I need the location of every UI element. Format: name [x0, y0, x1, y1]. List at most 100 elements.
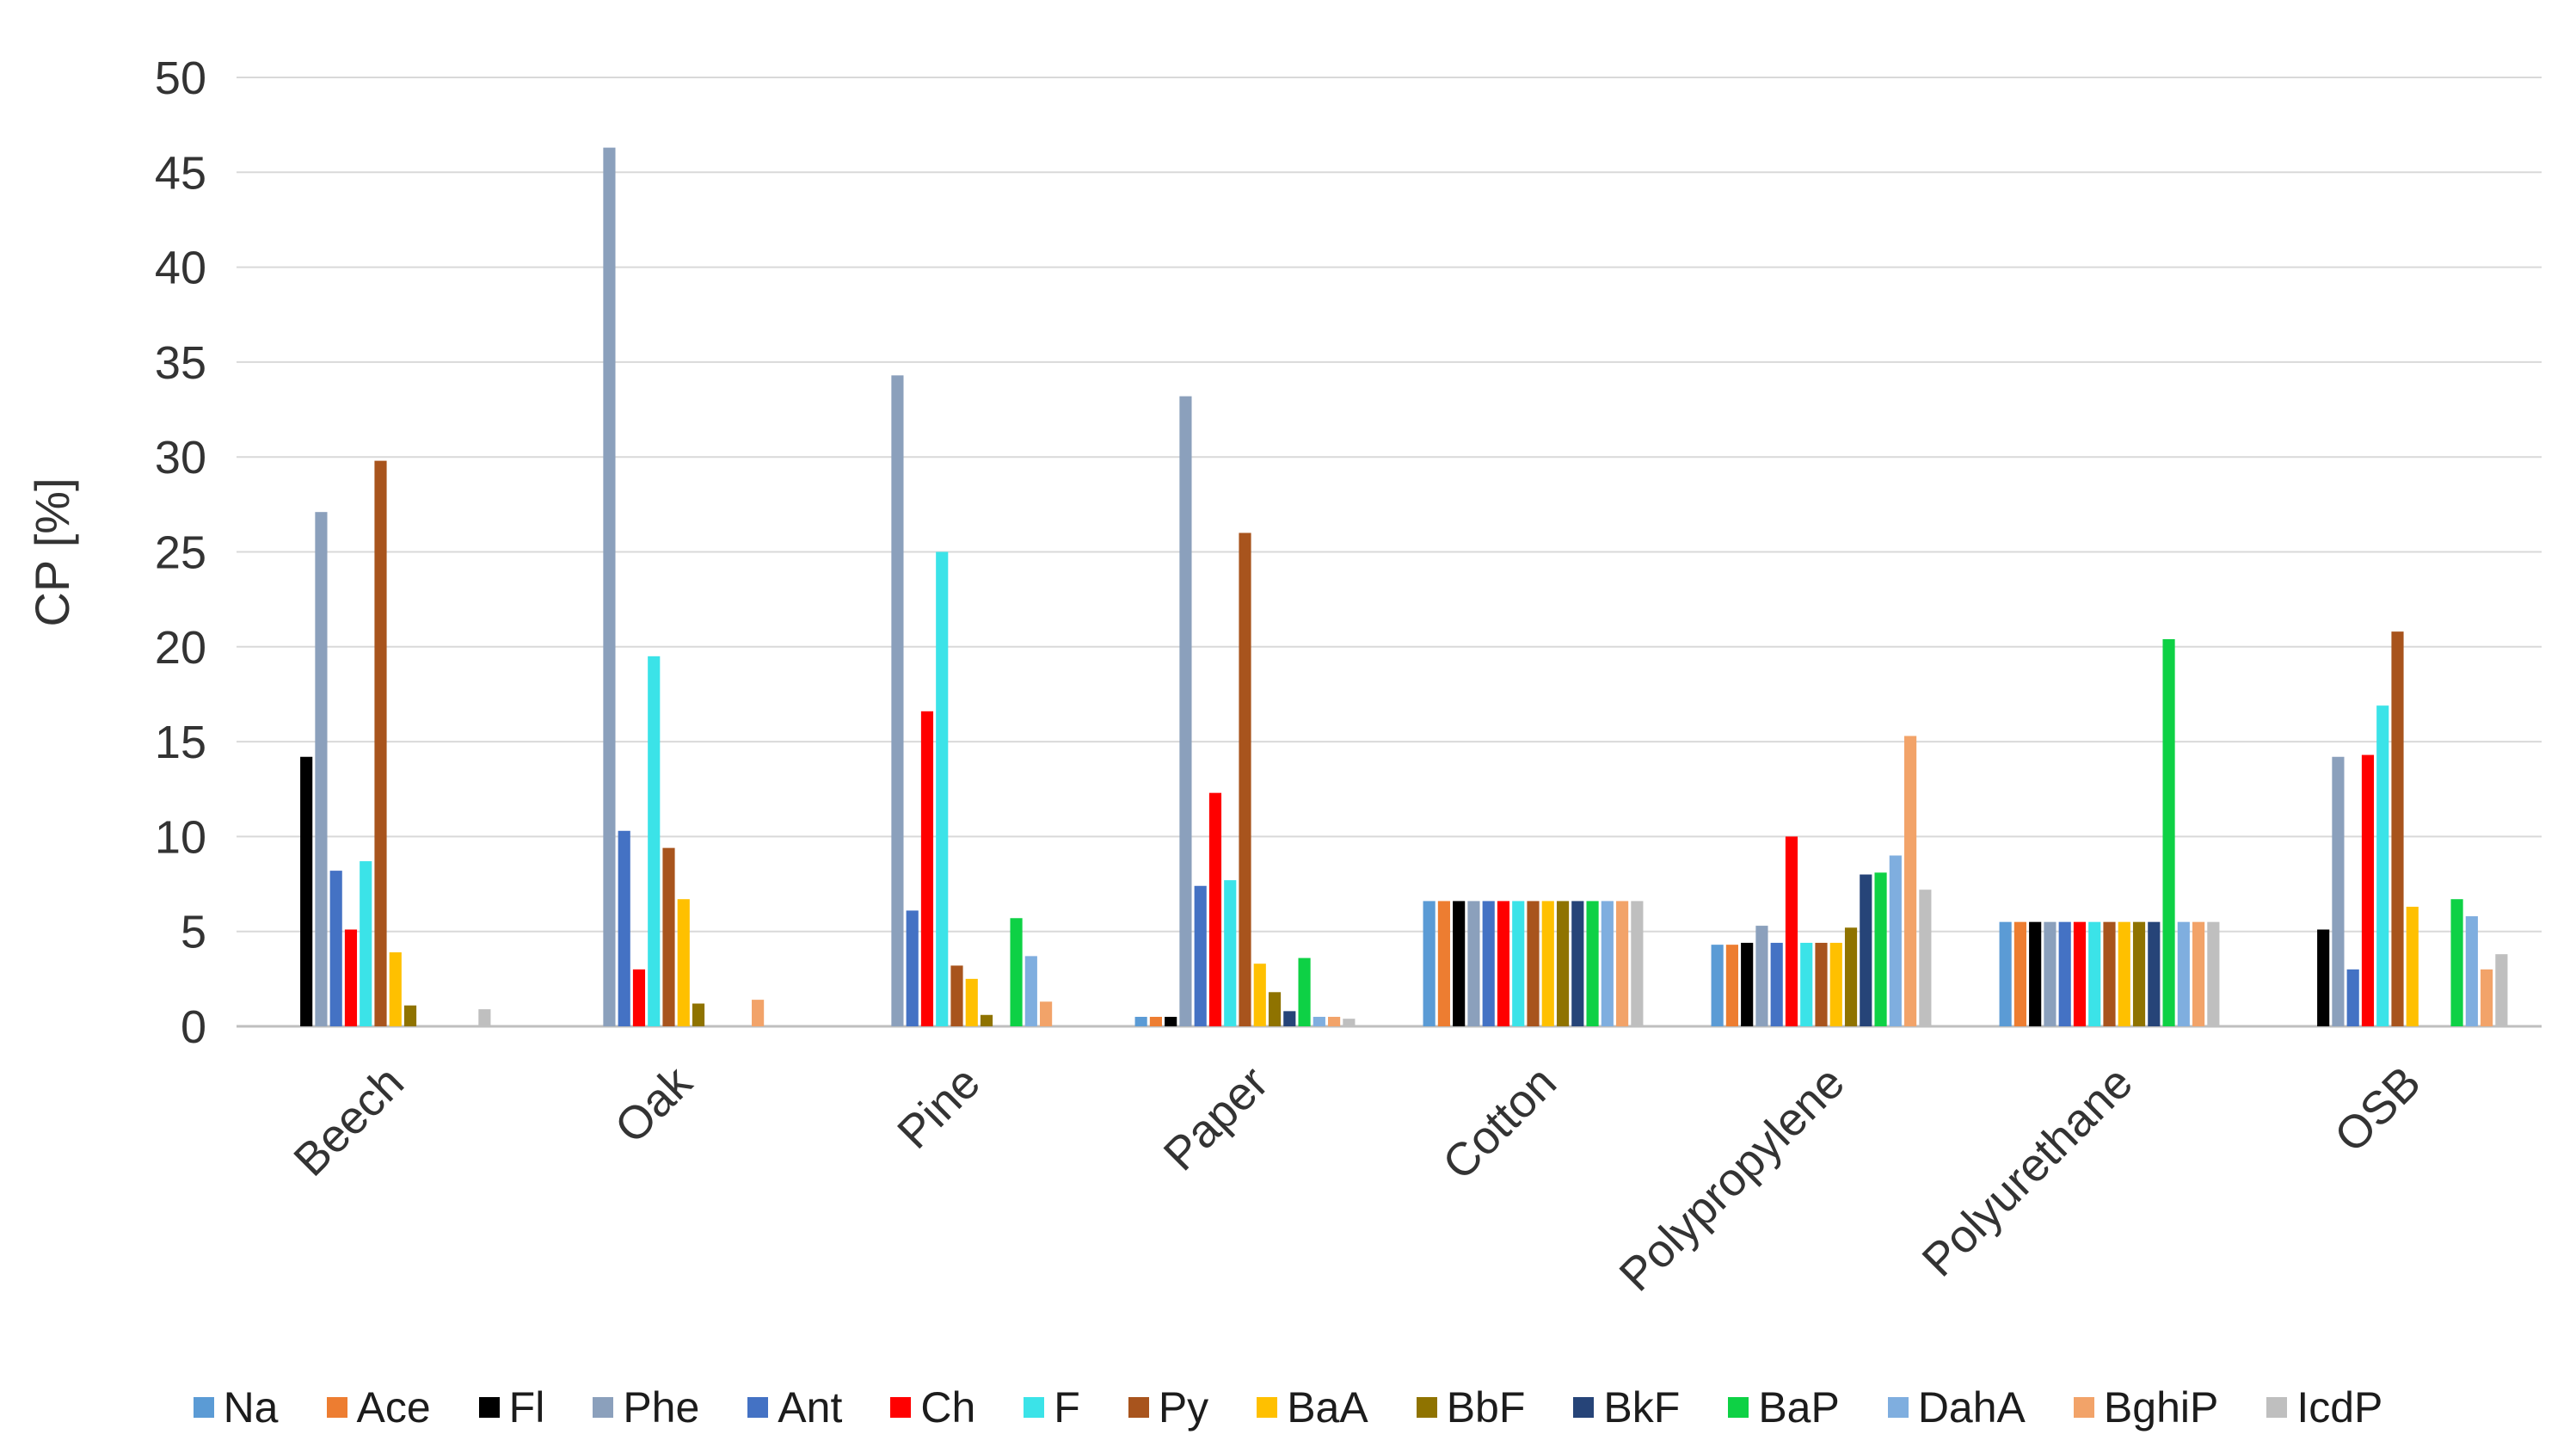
- bar-BkF-Polypropylene: [1860, 874, 1872, 1026]
- bar-Ace-Polypropylene: [1725, 945, 1738, 1026]
- legend-label: Ch: [920, 1383, 976, 1432]
- bar-Py-Polypropylene: [1815, 942, 1828, 1026]
- x-category-label-beech: Beech: [284, 1056, 414, 1186]
- bar-Phe-Cotton: [1467, 901, 1480, 1026]
- bar-Ant-Beech: [329, 871, 342, 1026]
- legend-label: DahA: [1917, 1383, 2026, 1432]
- legend-item-IcdP: IcdP: [2266, 1386, 2382, 1429]
- legend-swatch-Ant: [747, 1397, 769, 1418]
- bar-BaA-Beech: [389, 951, 402, 1026]
- legend-label: IcdP: [2296, 1383, 2383, 1432]
- bar-IcdP-Beech: [478, 1009, 491, 1026]
- bar-BbF-Paper: [1268, 992, 1282, 1026]
- bars-layer: [300, 147, 2508, 1026]
- bar-Ch-Beech: [344, 929, 358, 1026]
- legend-item-Fl: Fl: [478, 1386, 544, 1429]
- bar-DahA-Paper: [1313, 1016, 1325, 1026]
- bar-F-Oak: [648, 656, 661, 1026]
- bar-BbF-Polypropylene: [1844, 927, 1858, 1026]
- y-tick-label: 35: [155, 337, 206, 389]
- bar-BkF-Paper: [1283, 1011, 1296, 1026]
- bar-BghiP-Polypropylene: [1904, 736, 1917, 1026]
- bar-BaP-Cotton: [1586, 901, 1599, 1026]
- y-tick-label: 5: [181, 907, 206, 958]
- bar-F-Polypropylene: [1800, 942, 1813, 1026]
- bar-BaA-Polyurethane: [2118, 921, 2130, 1026]
- legend-item-Phe: Phe: [593, 1386, 699, 1429]
- legend-swatch-DahA: [1887, 1397, 1909, 1418]
- legend-label: BghiP: [2103, 1383, 2219, 1432]
- y-axis-title: CP [%]: [25, 477, 79, 626]
- y-tick-label: 50: [155, 52, 206, 104]
- bar-F-OSB: [2376, 705, 2389, 1026]
- bar-BbF-Beech: [403, 1005, 417, 1026]
- legend-swatch-F: [1024, 1397, 1045, 1418]
- bar-BaP-Polypropylene: [1874, 872, 1887, 1026]
- y-tick-label: 45: [155, 147, 206, 199]
- bar-BbF-Polyurethane: [2132, 921, 2146, 1026]
- bar-Ant-Cotton: [1482, 901, 1495, 1026]
- bar-Ace-Paper: [1149, 1016, 1162, 1026]
- bar-Phe-Beech: [315, 512, 328, 1026]
- y-tick-label: 30: [155, 432, 206, 483]
- bar-Phe-Polyurethane: [2044, 921, 2056, 1026]
- y-tick-label: 25: [155, 527, 206, 579]
- x-category-label-polypropylene: Polypropylene: [1610, 1056, 1854, 1301]
- bar-IcdP-Polyurethane: [2207, 921, 2220, 1026]
- legend-item-Py: Py: [1128, 1386, 1208, 1429]
- legend-label: BaA: [1287, 1383, 1368, 1432]
- bar-IcdP-Polypropylene: [1919, 890, 1932, 1026]
- legend-label: Na: [223, 1383, 279, 1432]
- bar-BkF-Polyurethane: [2148, 921, 2161, 1026]
- legend-item-BghiP: BghiP: [2073, 1383, 2219, 1432]
- bar-BaP-Pine: [1010, 918, 1023, 1026]
- legend-item-DahA: DahA: [1887, 1383, 2026, 1432]
- legend-swatch-BbF: [1416, 1397, 1437, 1418]
- legend-swatch-Na: [193, 1397, 214, 1418]
- bar-Ch-Oak: [632, 969, 646, 1026]
- bar-Fl-Polyurethane: [2029, 921, 2042, 1026]
- bar-BaA-Pine: [965, 978, 978, 1026]
- legend-swatch-Phe: [593, 1397, 614, 1418]
- bar-BghiP-OSB: [2481, 969, 2493, 1026]
- bar-DahA-Pine: [1024, 956, 1037, 1026]
- bar-Ant-OSB: [2346, 969, 2359, 1026]
- bar-Py-Beech: [374, 460, 387, 1026]
- bar-BaA-Cotton: [1541, 901, 1554, 1026]
- bar-BghiP-Polyurethane: [2192, 921, 2205, 1026]
- y-tick-label: 40: [155, 243, 206, 294]
- legend-swatch-BaA: [1257, 1397, 1278, 1418]
- legend-label: Ant: [778, 1383, 843, 1432]
- bar-BkF-Cotton: [1571, 901, 1584, 1026]
- bar-Fl-OSB: [2317, 929, 2330, 1026]
- bar-BaP-OSB: [2450, 899, 2463, 1026]
- bar-Ch-OSB: [2361, 754, 2375, 1026]
- bar-BaP-Polyurethane: [2162, 638, 2175, 1026]
- bar-BaA-Oak: [677, 899, 690, 1026]
- bar-Na-Polypropylene: [1711, 945, 1724, 1026]
- bar-Ant-Polyurethane: [2058, 921, 2071, 1026]
- legend-swatch-BaP: [1728, 1397, 1749, 1418]
- legend-swatch-Py: [1128, 1397, 1149, 1418]
- legend-item-BaA: BaA: [1257, 1386, 1368, 1429]
- legend-label: BkF: [1603, 1383, 1681, 1432]
- bar-Na-Paper: [1134, 1016, 1147, 1026]
- bar-BaA-Polypropylene: [1829, 942, 1842, 1026]
- legend-label: Ace: [356, 1383, 431, 1432]
- bar-BghiP-Pine: [1040, 1001, 1053, 1026]
- bar-F-Paper: [1224, 880, 1237, 1026]
- bar-Ace-Polyurethane: [2013, 921, 2026, 1026]
- bar-BbF-Oak: [692, 1003, 705, 1026]
- bar-Phe-Pine: [891, 375, 904, 1026]
- bar-Na-Polyurethane: [1999, 921, 2012, 1026]
- legend-swatch-Fl: [478, 1397, 500, 1418]
- bar-Fl-Paper: [1165, 1016, 1177, 1026]
- x-category-label-cotton: Cotton: [1433, 1056, 1566, 1190]
- bar-BaA-OSB: [2406, 907, 2419, 1026]
- bar-BaP-Paper: [1298, 957, 1311, 1026]
- bar-Ant-Pine: [906, 910, 919, 1026]
- y-tick-label: 20: [155, 622, 206, 674]
- bar-DahA-Polyurethane: [2177, 921, 2190, 1026]
- chart-legend: Na Ace Fl Phe Ant Ch F Py BaA BbF BkF BaP DahA BghiP I…: [0, 1386, 2576, 1429]
